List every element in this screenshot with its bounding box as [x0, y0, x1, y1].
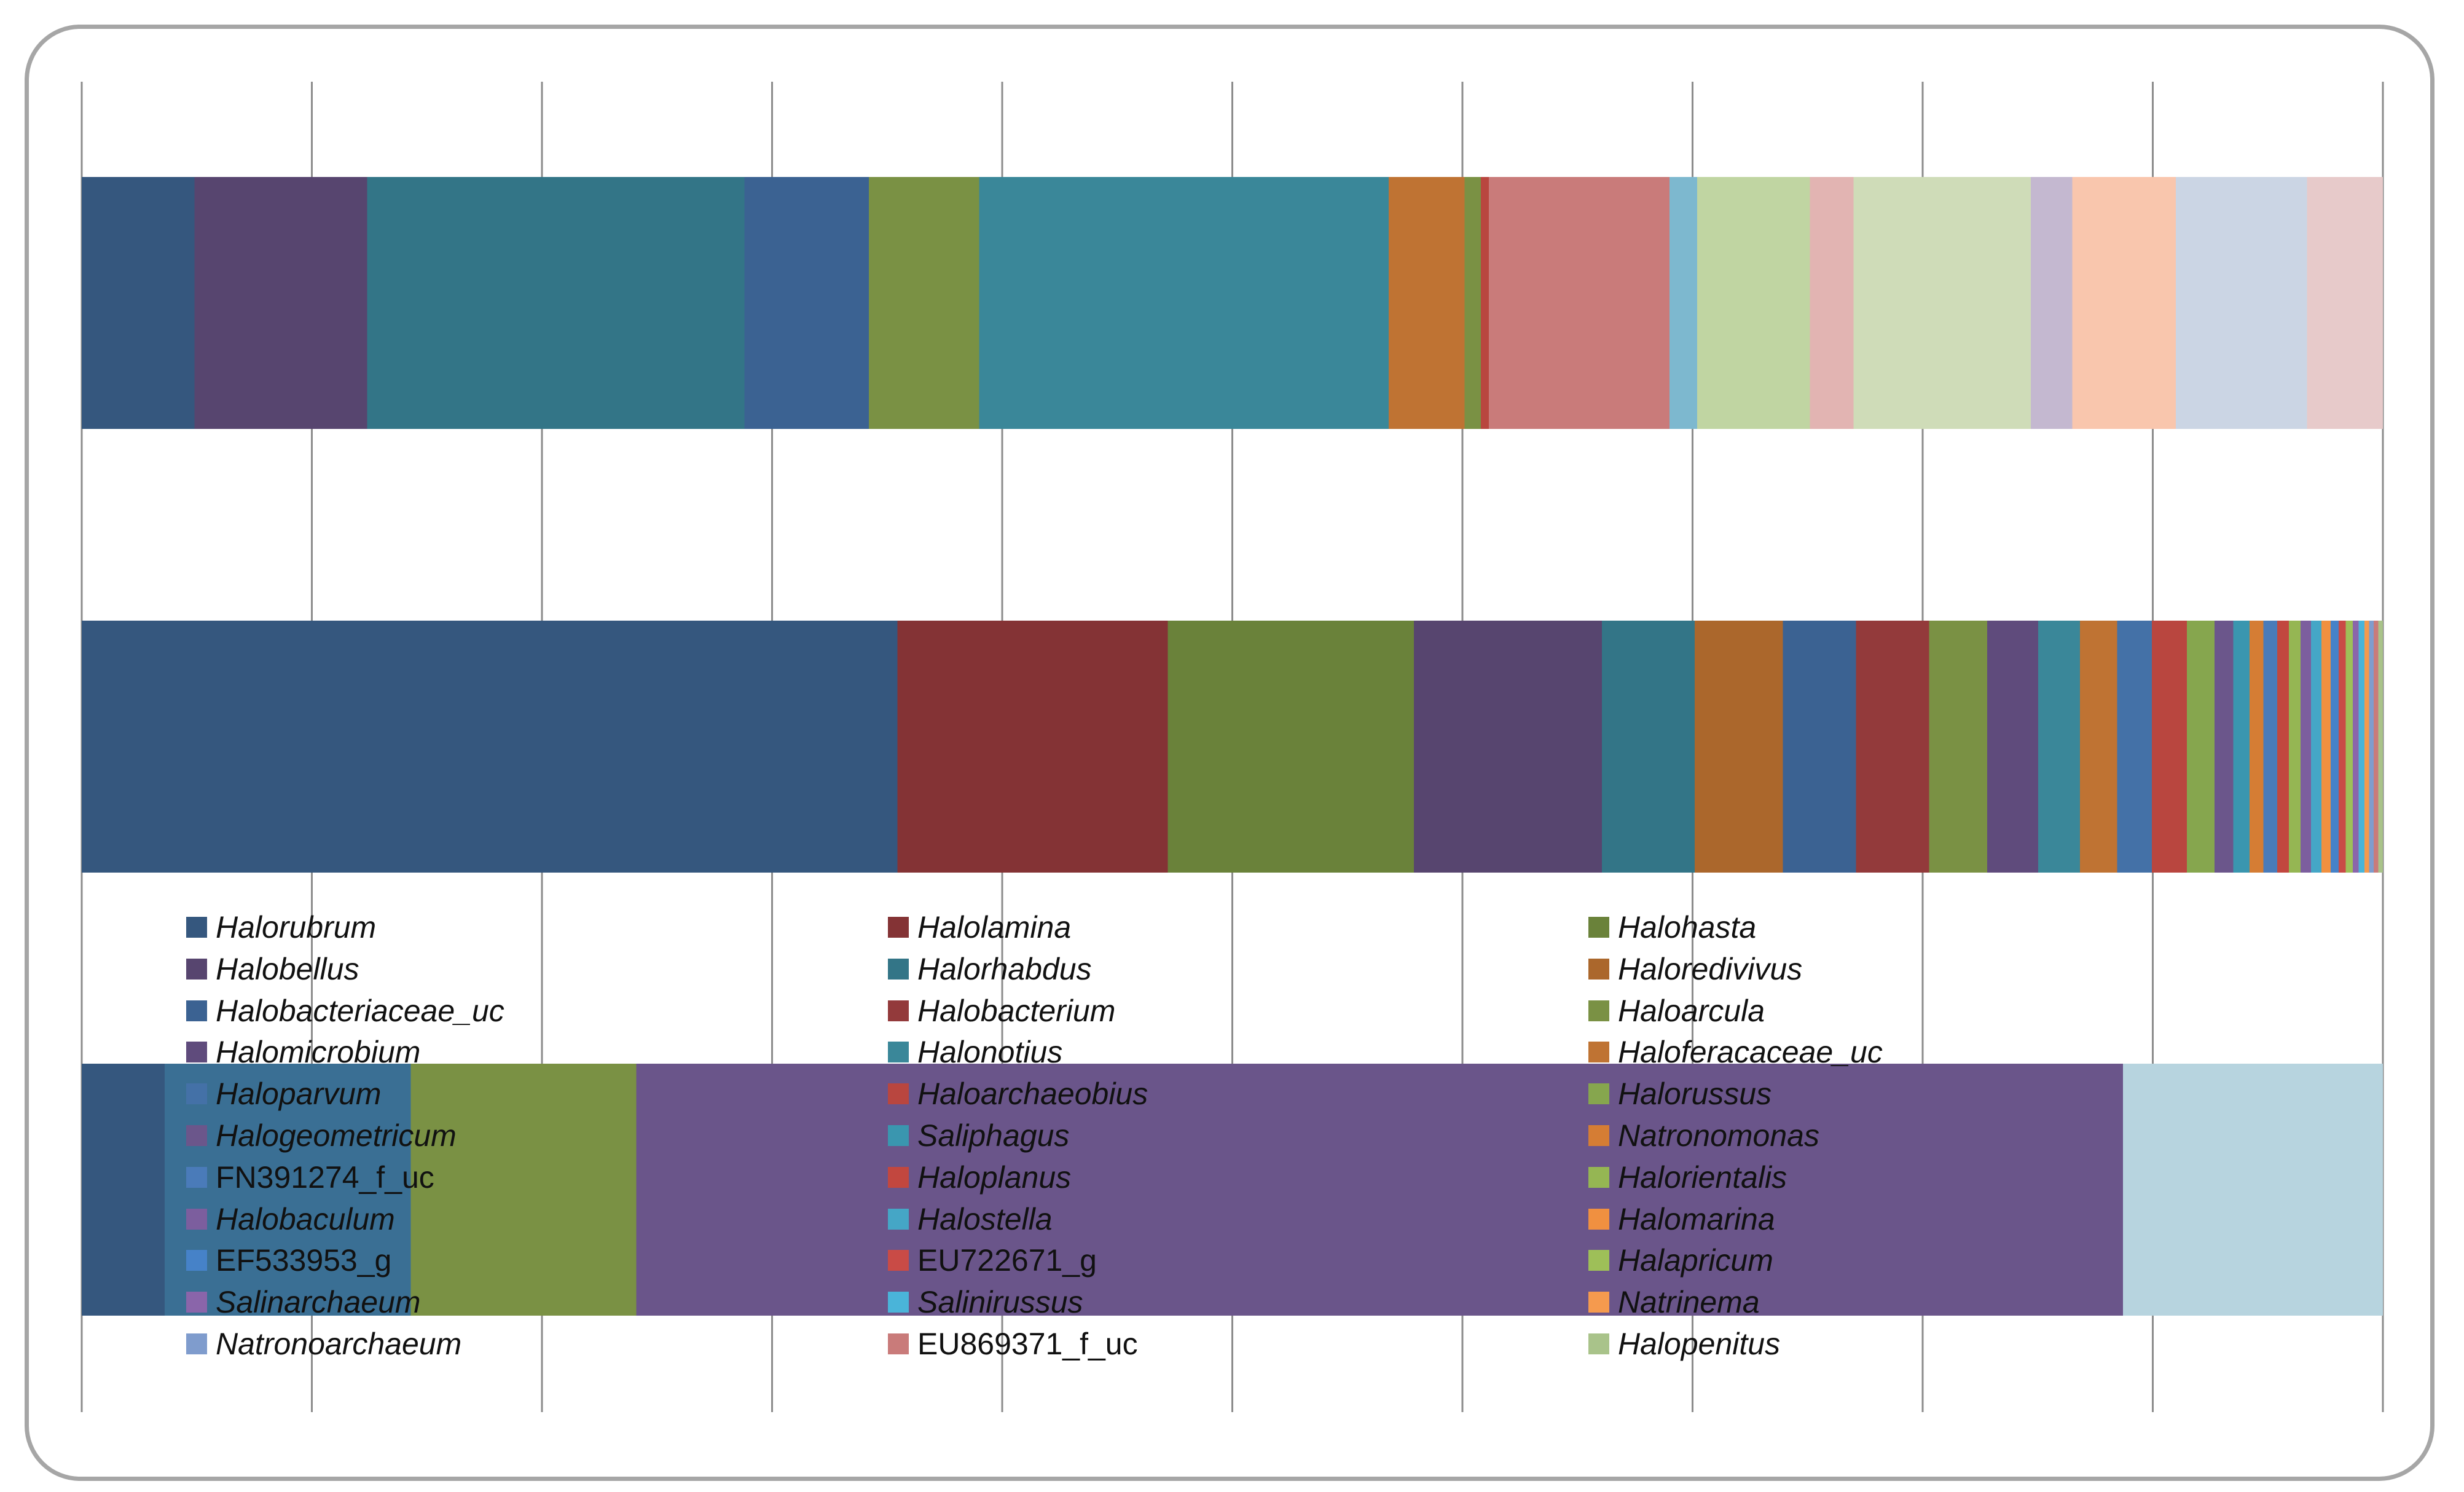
bar-segment: [2300, 621, 2311, 873]
bar-segment: [2038, 621, 2081, 873]
bar-segment: [2369, 621, 2374, 873]
bar-segment: [1167, 621, 1414, 873]
bar-segment: [2277, 621, 2289, 873]
bar-segment: [2233, 621, 2250, 873]
bar-segment: [1856, 621, 1929, 873]
bar-segment: [2263, 621, 2278, 873]
bar-segment: [1853, 177, 2031, 429]
bar-segment: [82, 1064, 165, 1316]
bar-segment: [410, 1064, 637, 1316]
bar-segment: [744, 177, 869, 429]
bar-segment: [1783, 621, 1856, 873]
bar-segment: [1414, 621, 1603, 873]
bar-segment: [2364, 621, 2369, 873]
bar-segment: [2215, 621, 2234, 873]
bar-segment: [2186, 621, 2215, 873]
bar-segment: [2249, 621, 2264, 873]
bar-segment: [2117, 621, 2152, 873]
bar-segment: [82, 621, 898, 873]
bar-segment: [2031, 177, 2073, 429]
bar-segment: [1480, 177, 1489, 429]
bar-segment: [1929, 621, 1988, 873]
bar-segment: [1669, 177, 1697, 429]
bar-segment: [1987, 621, 2039, 873]
bar-segment: [636, 1064, 2123, 1316]
stacked-bar-1: [82, 177, 2383, 429]
bar-segment: [2373, 621, 2379, 873]
bar-segment: [2358, 621, 2364, 873]
bar-segment: [2122, 1064, 2383, 1316]
bar-segment: [897, 621, 1168, 873]
bar-segment: [1464, 177, 1481, 429]
bar-segment: [2307, 177, 2383, 429]
bar-segment: [2310, 621, 2321, 873]
bar-segment: [194, 177, 367, 429]
bar-segment: [979, 177, 1389, 429]
bar-segment: [2152, 621, 2187, 873]
bar-segment: [1389, 177, 1465, 429]
bar-segment: [2331, 621, 2339, 873]
bar-segment: [164, 1064, 411, 1316]
bar-segment: [367, 177, 745, 429]
bar-segment: [2175, 177, 2307, 429]
bar-segment: [2289, 621, 2301, 873]
bar-segment: [2345, 621, 2353, 873]
stacked-bar-2: [82, 621, 2383, 873]
bar-segment: [1695, 621, 1783, 873]
bar-segment: [1489, 177, 1670, 429]
bar-segment: [1602, 621, 1695, 873]
bar-segment: [2072, 177, 2176, 429]
bar-segment: [1810, 177, 1854, 429]
bar-segment: [2321, 621, 2331, 873]
bars: [82, 177, 2383, 1316]
bar-segment: [1697, 177, 1810, 429]
bar-segment: [82, 177, 195, 429]
bar-segment: [2352, 621, 2359, 873]
stacked-bar-3: [82, 1064, 2383, 1316]
bar-segment: [2339, 621, 2346, 873]
bar-segment: [2378, 621, 2383, 873]
bar-segment: [2080, 621, 2117, 873]
bar-segment: [868, 177, 979, 429]
